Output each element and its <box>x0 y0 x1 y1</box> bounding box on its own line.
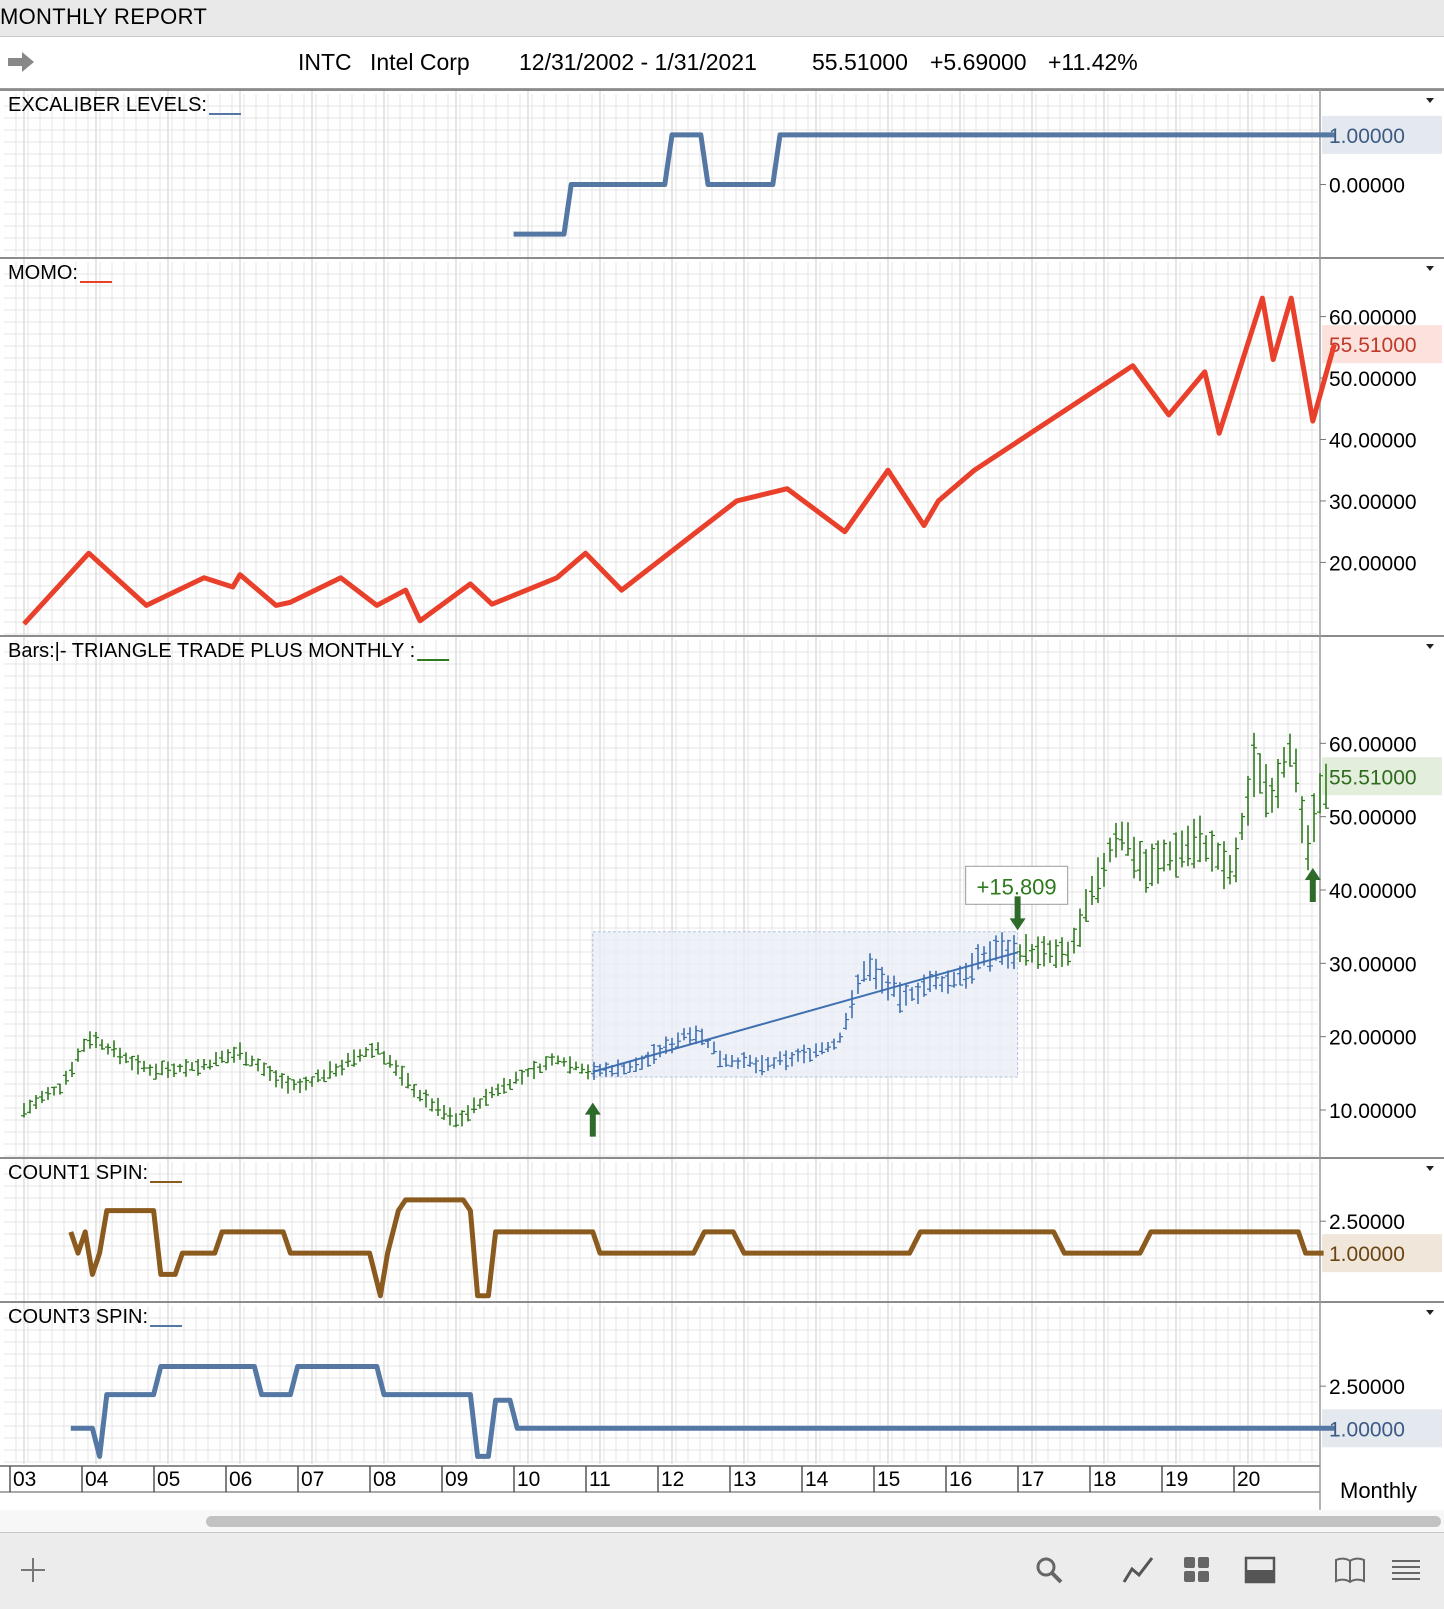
timeframe-selector[interactable]: Monthly <box>1340 1478 1417 1504</box>
sell-arrow-icon <box>1009 896 1026 931</box>
x-tick-label: 11 <box>589 1468 611 1491</box>
x-tick-label: 12 <box>661 1468 684 1491</box>
series-line <box>22 295 1337 626</box>
x-tick-label: 07 <box>301 1468 324 1491</box>
symbol-header: INTC Intel Corp 12/31/2002 - 1/31/2021 5… <box>0 37 1444 90</box>
x-tick-label: 14 <box>805 1468 829 1491</box>
y-tick-label: 60.00000 <box>1329 307 1417 330</box>
chart-area[interactable]: EXCALIBER LEVELS: MOMO: Bars:|- TRIANGLE T… <box>0 0 1444 1510</box>
y-tick-label: 10.00000 <box>1329 1100 1417 1123</box>
timeframe-label: Monthly <box>1340 1478 1418 1503</box>
profit-annotation: +15.809 <box>977 874 1057 899</box>
x-tick-label: 18 <box>1093 1468 1116 1491</box>
book-icon[interactable] <box>1334 1555 1366 1585</box>
price-change: +5.69000 <box>930 49 1027 75</box>
panel-title: Bars:|- TRIANGLE TRADE PLUS MONTHLY : <box>8 640 415 662</box>
x-tick-label: 13 <box>733 1468 756 1491</box>
y-tick-label: 1.00000 <box>1329 1243 1405 1266</box>
price-change-pct: +11.42% <box>1048 49 1138 75</box>
last-value-badge <box>1322 757 1442 796</box>
panel-title: EXCALIBER LEVELS: <box>8 94 207 116</box>
y-tick-label: 50.00000 <box>1329 368 1417 391</box>
buy-arrow-icon <box>1304 868 1321 902</box>
x-tick-label: 15 <box>877 1468 900 1491</box>
y-tick-label: 1.00000 <box>1329 125 1405 148</box>
horizontal-scrollbar[interactable] <box>0 1510 1444 1532</box>
x-tick-label: 10 <box>517 1468 540 1491</box>
x-tick-label: 04 <box>85 1468 109 1491</box>
y-tick-label: 2.50000 <box>1329 1376 1405 1399</box>
x-tick-label: 19 <box>1165 1468 1188 1491</box>
panel-menu-icon[interactable] <box>1426 644 1434 649</box>
panel-menu-icon[interactable] <box>1426 266 1434 271</box>
panel-menu-icon[interactable] <box>1426 1166 1434 1171</box>
x-tick-label: 03 <box>13 1468 36 1491</box>
y-tick-label: 55.51000 <box>1329 766 1417 789</box>
y-tick-label: 50.00000 <box>1329 807 1417 830</box>
date-range: 12/31/2002 - 1/31/2021 <box>519 49 757 75</box>
search-icon[interactable] <box>1034 1555 1064 1585</box>
trade-box <box>592 931 1019 1078</box>
panel-menu-icon[interactable] <box>1426 98 1434 103</box>
x-tick-label: 09 <box>445 1468 468 1491</box>
title-bar: MONTHLY REPORT <box>0 0 1444 37</box>
y-tick-label: 30.00000 <box>1329 953 1417 976</box>
last-price: 55.51000 <box>812 49 908 75</box>
last-value-badge <box>1322 1234 1442 1273</box>
chart-icon[interactable] <box>1122 1555 1154 1585</box>
y-tick-label: 20.00000 <box>1329 1027 1417 1050</box>
bottom-toolbar <box>0 1532 1444 1609</box>
scrollbar-thumb[interactable] <box>206 1516 1441 1527</box>
y-tick-label: 2.50000 <box>1329 1211 1405 1234</box>
last-value-badge <box>1322 115 1442 154</box>
y-tick-label: 20.00000 <box>1329 552 1417 575</box>
company-name: Intel Corp <box>370 49 470 75</box>
y-tick-label: 55.51000 <box>1329 334 1417 357</box>
arrow-right-icon[interactable] <box>6 50 36 74</box>
x-tick-label: 06 <box>229 1468 252 1491</box>
x-tick-label: 05 <box>157 1468 180 1491</box>
series-line <box>70 1364 1335 1459</box>
last-value-badge <box>1322 325 1442 364</box>
symbol: INTC <box>298 49 352 75</box>
y-tick-label: 40.00000 <box>1329 429 1417 452</box>
x-tick-label: 20 <box>1237 1468 1260 1491</box>
trend-line <box>592 951 1018 1073</box>
menu-icon[interactable] <box>1390 1555 1422 1585</box>
buy-arrow-icon <box>584 1102 601 1137</box>
panel-menu-icon[interactable] <box>1426 1310 1434 1315</box>
x-tick-label: 16 <box>949 1468 972 1491</box>
y-tick-label: 40.00000 <box>1329 880 1417 903</box>
x-tick-label: 08 <box>373 1468 396 1491</box>
y-tick-label: 0.00000 <box>1329 175 1405 198</box>
x-tick-label: 17 <box>1021 1468 1044 1491</box>
y-tick-label: 60.00000 <box>1329 733 1417 756</box>
panel-title: MOMO: <box>8 262 78 284</box>
y-tick-label: 30.00000 <box>1329 491 1417 514</box>
series-line <box>68 1197 1324 1299</box>
last-value-badge <box>1322 1409 1442 1448</box>
panel-title: COUNT1 SPIN: <box>8 1162 148 1184</box>
plus-icon[interactable] <box>18 1555 48 1585</box>
series-line <box>513 132 1335 237</box>
grid-icon[interactable] <box>1183 1555 1211 1585</box>
panel-title: COUNT3 SPIN: <box>8 1306 148 1328</box>
window-title: MONTHLY REPORT <box>0 4 208 29</box>
panel-icon[interactable] <box>1244 1555 1276 1585</box>
y-tick-label: 1.00000 <box>1329 1418 1405 1441</box>
